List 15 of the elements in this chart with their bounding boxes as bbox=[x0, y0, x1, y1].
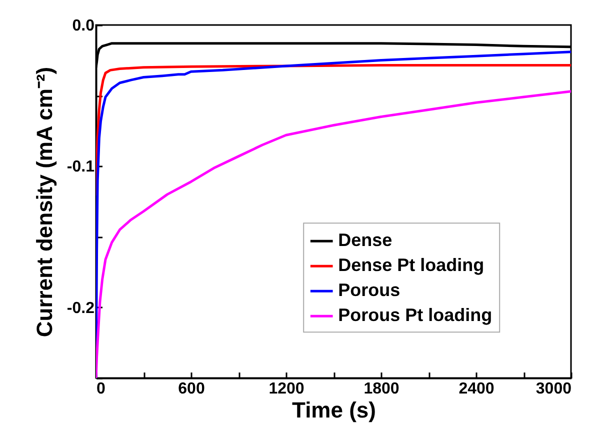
x-tick-label: 0 bbox=[96, 380, 106, 398]
x-tick-label: 3000 bbox=[536, 380, 572, 398]
y-tick-label: 0.0 bbox=[72, 18, 95, 34]
x-axis-title: Time (s) bbox=[292, 398, 376, 422]
legend-label: Dense bbox=[338, 230, 392, 250]
legend-label: Porous Pt loading bbox=[338, 305, 492, 326]
y-tick-label: -0.1 bbox=[66, 158, 95, 176]
x-tick-label: 600 bbox=[178, 380, 205, 398]
x-tick-label: 2400 bbox=[458, 380, 494, 398]
x-tick-label: 1800 bbox=[364, 380, 400, 398]
legend-label: Porous bbox=[338, 280, 400, 300]
y-tick-label: -0.2 bbox=[66, 300, 95, 317]
y-axis-title: Current density (mA cm⁻²) bbox=[32, 66, 57, 338]
legend-label: Dense Pt loading bbox=[338, 255, 484, 276]
x-tick-label: 1200 bbox=[268, 380, 304, 398]
